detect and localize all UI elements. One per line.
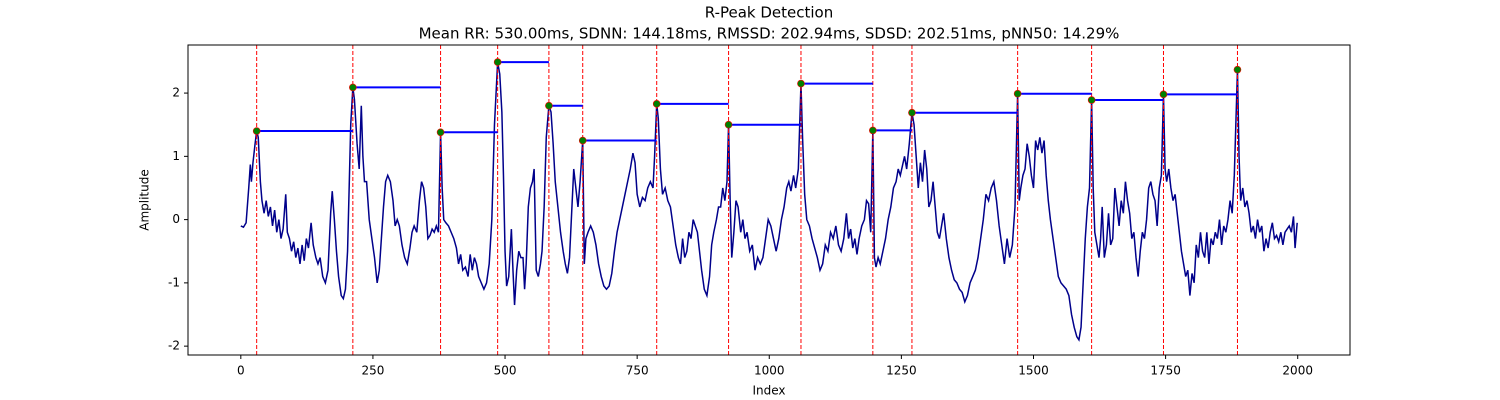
peak-marker	[1233, 65, 1242, 74]
peak-marker	[908, 108, 916, 117]
peak-marker	[493, 58, 502, 66]
peak-marker	[545, 101, 553, 110]
x-tick-label: 0	[237, 364, 245, 378]
peak-marker	[1013, 89, 1022, 98]
signal-line	[240, 61, 1298, 342]
x-tick-label: 1750	[1150, 364, 1181, 378]
y-tick-label: -1	[168, 275, 180, 289]
x-tick-label: 500	[494, 364, 517, 378]
y-tick-label: 2	[172, 86, 180, 100]
y-axis-label: Amplitude	[138, 169, 152, 231]
plot-frame	[187, 44, 1351, 356]
y-tick-label: -2	[168, 339, 180, 353]
x-tick-label: 1500	[1018, 364, 1049, 378]
x-tick-label: 2000	[1282, 364, 1313, 378]
chart-title: R-Peak Detection	[705, 4, 833, 22]
peak-marker	[652, 100, 661, 108]
x-tick-label: 250	[361, 364, 384, 378]
peak-marker	[1087, 96, 1096, 104]
peak-marker	[797, 79, 805, 88]
peak-marker	[252, 127, 261, 135]
x-tick-label: 1000	[754, 364, 785, 378]
x-axis-label: Index	[752, 384, 785, 398]
y-tick-label: 1	[172, 149, 180, 163]
y-tick-label: 0	[172, 212, 180, 226]
peak-marker	[1159, 90, 1168, 99]
peak-marker	[349, 83, 357, 92]
peak-marker	[436, 128, 445, 137]
x-tick-label: 750	[626, 364, 649, 378]
peak-marker	[578, 136, 587, 145]
x-tick-label: 1250	[886, 364, 917, 378]
chart-subtitle: Mean RR: 530.00ms, SDNN: 144.18ms, RMSSD…	[419, 25, 1120, 43]
peak-marker	[869, 126, 877, 135]
peak-marker	[724, 120, 733, 129]
